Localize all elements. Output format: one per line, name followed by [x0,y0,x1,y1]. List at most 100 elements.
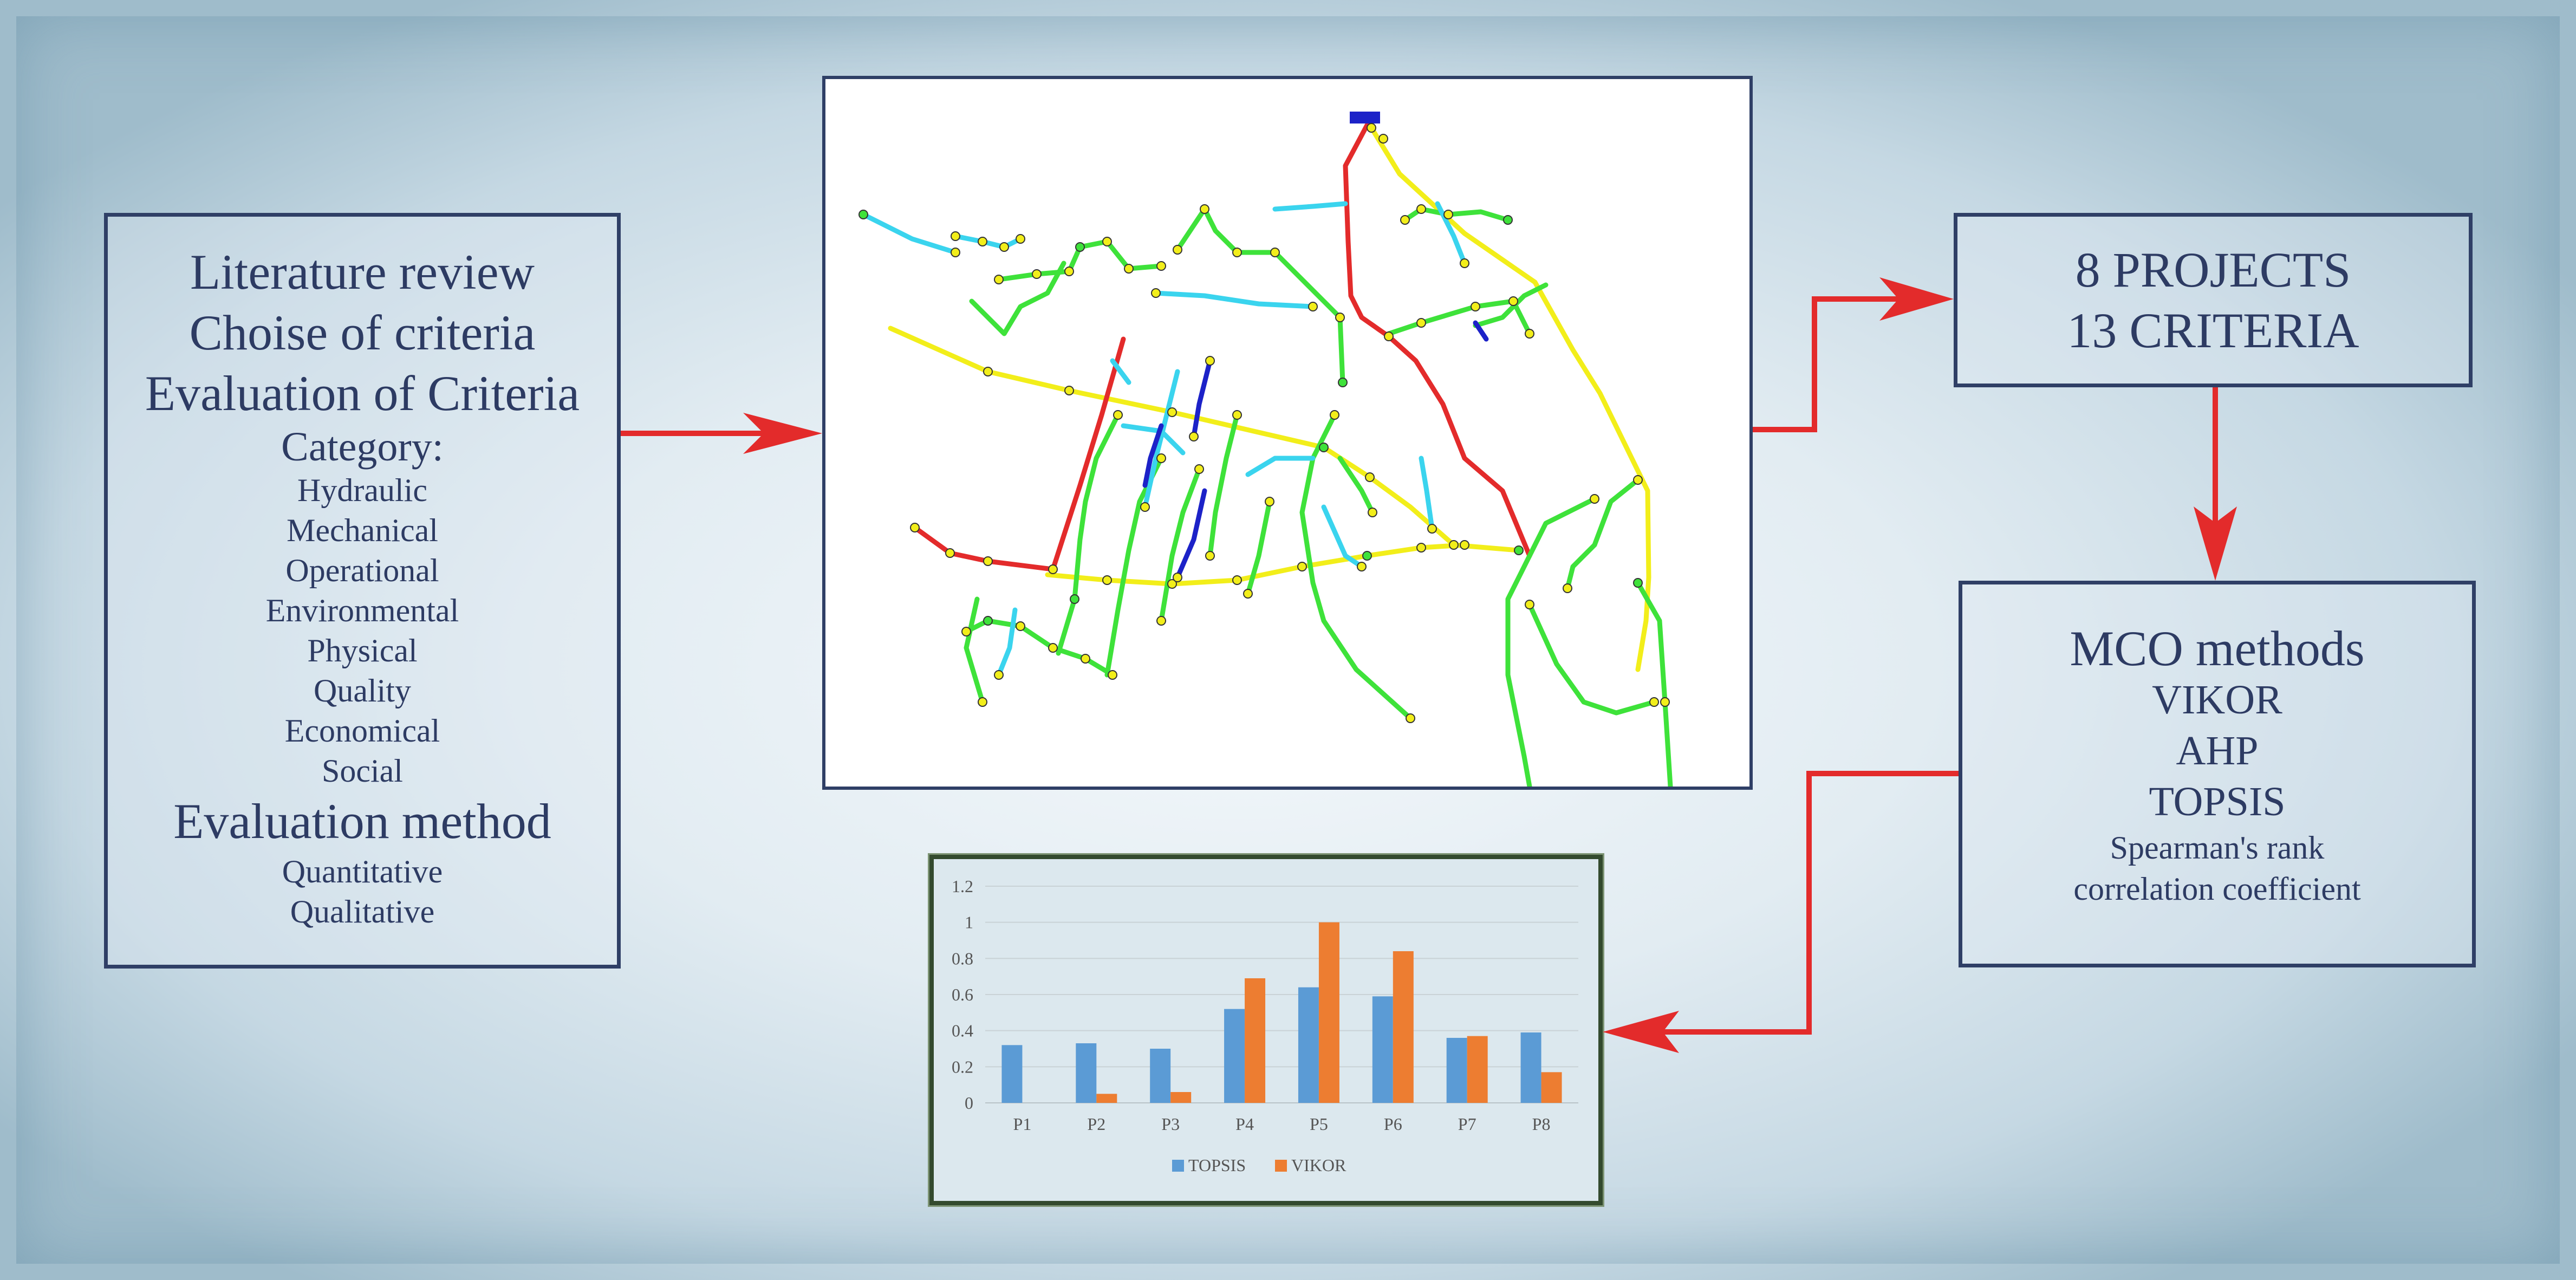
category-mechanical: Mechanical [287,512,438,548]
x-tick-label: P6 [1384,1114,1402,1134]
network-node [1102,237,1112,246]
bar-vikor [1541,1072,1562,1103]
bar-topsis [1372,996,1393,1103]
network-node [1416,318,1426,328]
method-vikor: VIKOR [2152,677,2282,723]
pipe-red-main [1343,122,1532,558]
pipe-green-18 [1337,456,1375,515]
pipe-green-17 [1473,282,1549,328]
y-tick-label: 0.4 [952,1021,973,1041]
network-node [1167,407,1177,417]
x-tick-label: P7 [1458,1114,1476,1134]
network-node [1081,654,1090,664]
network-node [1297,562,1307,571]
network-node [1167,579,1177,589]
network-node [1365,472,1375,482]
pipe-cyan-12 [1110,358,1131,385]
pipe-cyan-8 [1245,456,1316,477]
network-node [1563,583,1572,593]
network-node [1660,697,1670,707]
pipe-yellow-diag [888,326,1521,553]
evaluation-of-criteria-line: Evaluation of Criteria [145,366,580,421]
bar-vikor [1318,922,1339,1103]
network-node [1460,258,1469,268]
network-node [1194,464,1204,474]
y-tick-label: 0 [965,1093,973,1113]
network-node [1362,551,1372,561]
network-node [1367,123,1376,133]
network-node [1338,378,1348,387]
bar-topsis [1001,1045,1023,1103]
bar-vikor [1096,1094,1117,1103]
network-node [951,248,960,257]
network-node [1427,524,1437,534]
network-node [1443,210,1453,219]
category-economical: Economical [284,713,440,749]
network-node [1016,234,1025,244]
network-node [1064,267,1074,276]
pipe-green-19 [1207,412,1240,558]
network-node [1378,134,1388,144]
network-node [858,210,868,219]
pipe-network-map [822,76,1753,790]
network-node [1048,564,1058,574]
network-node [1156,453,1166,463]
category-quality: Quality [314,673,411,709]
bar-vikor [1245,978,1266,1103]
x-tick-label: P1 [1013,1114,1032,1134]
pipe-cyan-4 [1272,201,1348,212]
pipe-yellow-lower [1045,542,1467,587]
pipe-green-15 [1635,580,1673,789]
network-node [999,242,1009,252]
pipe-green-5 [1386,298,1532,336]
y-tick-label: 0.2 [952,1057,973,1076]
network-node [983,616,993,626]
pipe-green-13 [1505,496,1597,789]
network-node [1416,543,1426,553]
bar-vikor [1393,951,1414,1103]
pipe-green-2 [969,261,1066,336]
network-node [1514,545,1524,555]
pipe-cyan-1 [861,212,958,255]
x-tick-label: P5 [1310,1114,1328,1134]
category-social: Social [322,753,403,789]
network-node [978,697,987,707]
pipe-green-10 [964,596,985,705]
bar-chart: 0 0.2 0.4 0.6 0.8 1 1.2 P1 P2 P3 P4 P5 P6 P7 P8 TOPSIS… [952,876,1578,1175]
network-node [994,275,1004,284]
network-node [1525,329,1534,339]
legend-label-topsis: TOPSIS [1188,1155,1246,1175]
network-node [1406,713,1415,723]
method-ahp: AHP [2176,728,2259,774]
projects-count: 8 PROJECTS [2075,242,2351,297]
network-node [1140,502,1150,512]
pipe-blue-1 [1191,358,1213,439]
method-quantitative: Quantitative [282,854,443,889]
network-node [1064,386,1074,395]
network-node [1503,215,1513,225]
category-heading: Category: [281,424,444,470]
network-node [1330,410,1339,420]
x-tick-label: P4 [1235,1114,1254,1134]
x-tick-label: P2 [1087,1114,1105,1134]
network-node [1032,269,1042,279]
bar-topsis [1446,1038,1467,1103]
network-node [978,237,987,246]
pipe-green-14 [1565,477,1641,591]
legend-swatch-vikor [1275,1160,1287,1172]
network-node [1048,643,1058,653]
network-node [1649,697,1659,707]
y-tick-label: 1.2 [952,876,973,896]
y-tick-label: 1 [965,913,973,932]
pipe-green-16 [1527,602,1657,716]
pipe-blue-2 [1142,423,1164,488]
pipe-cyan-9 [1321,504,1364,569]
reservoir-icon [1350,112,1380,124]
bar-topsis [1150,1049,1171,1103]
network-node [1205,551,1215,561]
network-node [1449,540,1459,550]
network-node [1270,248,1280,257]
network-nodes [858,123,1670,723]
network-node [1113,410,1123,420]
pipe-green-12 [1299,412,1413,721]
